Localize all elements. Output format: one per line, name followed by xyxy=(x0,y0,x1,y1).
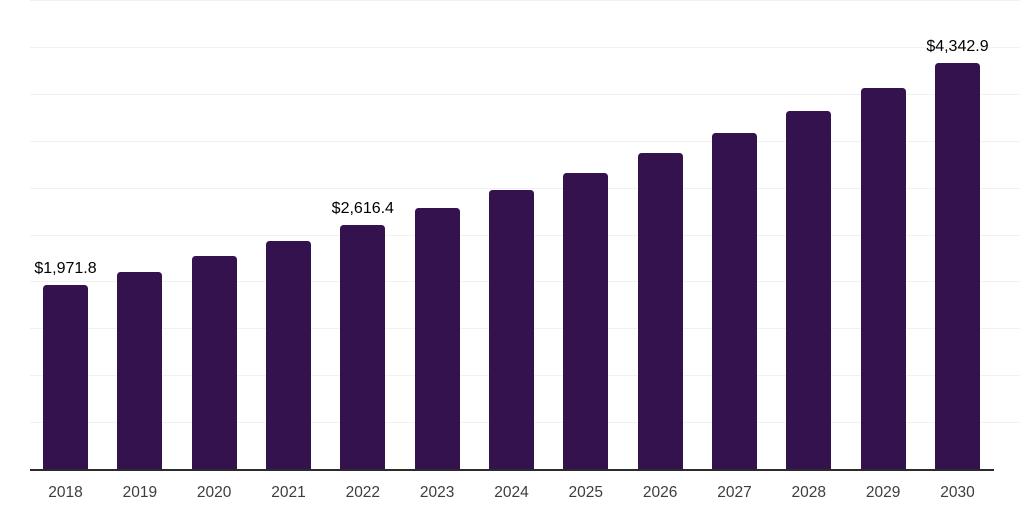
x-tick-2028: 2028 xyxy=(791,484,827,501)
x-tick-2020: 2020 xyxy=(196,484,232,501)
bar-2023 xyxy=(414,208,460,470)
bar-2021 xyxy=(265,241,311,470)
x-tick-2024: 2024 xyxy=(494,484,529,501)
x-axis-line xyxy=(30,469,994,471)
x-tick-2019: 2019 xyxy=(122,484,158,501)
bar-2028 xyxy=(786,110,832,470)
gridline-3000 xyxy=(30,187,1020,189)
gridline-4000 xyxy=(30,93,1020,95)
x-tick-2025: 2025 xyxy=(568,484,604,501)
bar-2025 xyxy=(563,173,609,470)
bar-2018 xyxy=(43,285,88,470)
bar-2024 xyxy=(488,190,534,470)
x-tick-2026: 2026 xyxy=(642,484,678,501)
bar-2020 xyxy=(191,256,237,470)
data-label-2022: $2,616.4 xyxy=(331,199,394,217)
data-label-2018: $1,971.8 xyxy=(34,260,97,278)
bar-2027 xyxy=(711,133,757,470)
x-tick-2023: 2023 xyxy=(419,484,455,501)
gridline-3500 xyxy=(30,140,1020,142)
bar-2029 xyxy=(860,88,906,470)
plot-area: $1,971.8 $2,616.4 $4,342.9 xyxy=(30,0,1020,471)
x-tick-2027: 2027 xyxy=(717,484,752,501)
bar-2019 xyxy=(117,271,163,470)
gridline-4500 xyxy=(30,46,1020,48)
x-tick-2030: 2030 xyxy=(940,484,975,501)
data-label-2030: $4,342.9 xyxy=(926,37,989,55)
bar-2026 xyxy=(637,153,683,470)
x-tick-2022: 2022 xyxy=(345,484,381,501)
x-tick-2018: 2018 xyxy=(48,484,83,501)
x-axis-labels: 2018 2019 2020 2021 2022 2023 2024 2025 2026 2027… xyxy=(30,484,994,504)
x-tick-2029: 2029 xyxy=(865,484,901,501)
gridline-5000 xyxy=(30,0,1020,1)
bar-2030 xyxy=(934,62,980,470)
x-tick-2021: 2021 xyxy=(271,484,306,501)
bar-2022 xyxy=(340,224,386,470)
